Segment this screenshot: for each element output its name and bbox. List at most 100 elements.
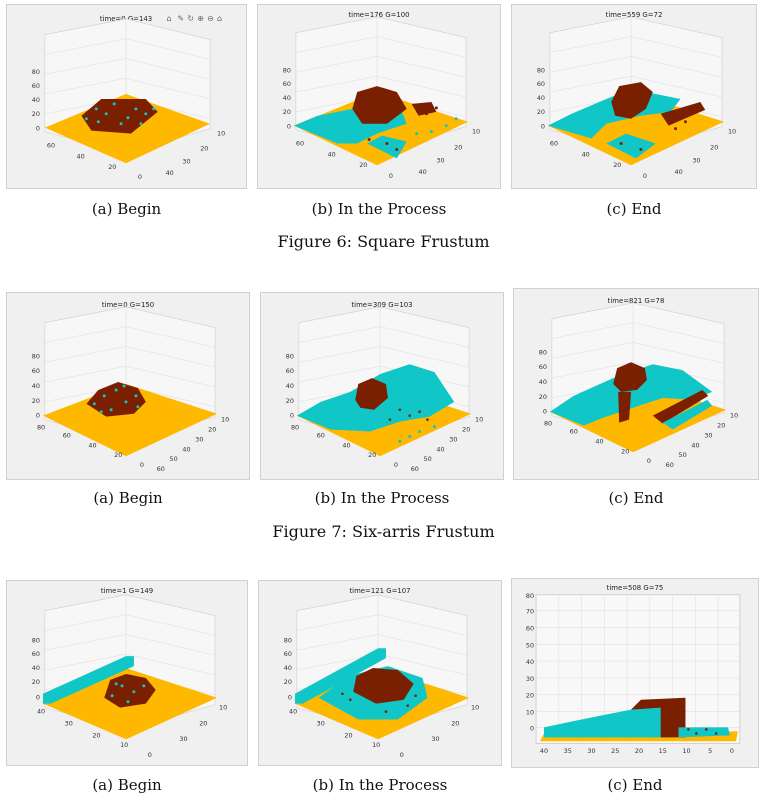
y-tick: 30 — [179, 735, 187, 743]
cyan-region — [678, 727, 730, 738]
z-tick: 0 — [288, 694, 292, 702]
z-tick: 40 — [284, 664, 292, 672]
rotate-icon[interactable]: ↻ — [187, 14, 194, 23]
y-tick: 30 — [692, 156, 700, 164]
x-tick: 40 — [595, 437, 603, 445]
plot-3d: time=121 G=107 80 60 40 20 0 40 30 20 10… — [259, 581, 501, 765]
figure7-panel-c: time=821 G=78 80 60 40 20 0 80 60 40 20 … — [513, 288, 759, 480]
brush-icon[interactable]: ✎ — [177, 14, 184, 23]
x-tick: 20 — [359, 161, 367, 169]
x-tick: 20 — [114, 451, 122, 459]
y-tick: 10 — [221, 416, 229, 424]
z-tick: 0 — [287, 123, 291, 131]
y-tick: 20 — [199, 719, 207, 727]
y-tick: 10 — [728, 128, 736, 136]
z-tick: 60 — [32, 650, 40, 658]
y-tick: 20 — [208, 426, 216, 434]
plot-3d: time=559 G=72 80 60 40 20 0 60 40 20 0 1… — [512, 5, 756, 188]
plot-title: time=1 G=149 — [101, 587, 153, 595]
x-tick: 80 — [544, 420, 552, 428]
z-tick: 40 — [526, 658, 534, 666]
x-tick: 25 — [611, 747, 619, 755]
figure-caption: Figure 7: Six-arris Frustum — [272, 522, 495, 541]
figure6-panel-b: time=176 G=100 80 60 40 20 0 60 40 20 0 … — [257, 4, 501, 189]
z-tick: 60 — [32, 367, 40, 375]
z-tick: 20 — [539, 393, 547, 401]
plot-title: time=176 G=100 — [348, 11, 409, 19]
cyan-region — [367, 135, 407, 159]
x-tick: 20 — [613, 161, 621, 169]
x-tick: 0 — [140, 461, 144, 469]
x-tick: 0 — [138, 173, 142, 181]
y-tick: 30 — [182, 157, 190, 165]
x-tick: 0 — [394, 461, 398, 469]
cyan-region — [662, 399, 713, 430]
y-tick: 20 — [451, 719, 459, 727]
y-tick: 60 — [157, 465, 165, 473]
y-tick: 10 — [730, 412, 738, 420]
plot-3d: time=0 G=150 80 60 40 20 0 80 60 40 20 0… — [7, 293, 249, 479]
z-tick: 60 — [284, 650, 292, 658]
x-tick: 30 — [587, 747, 595, 755]
figure-caption: Figure 6: Square Frustum — [277, 232, 490, 251]
floor-surface — [42, 384, 218, 457]
cyan-wall — [42, 656, 134, 704]
y-tick: 20 — [717, 422, 725, 430]
figure7-panel-a: time=0 G=150 80 60 40 20 0 80 60 40 20 0… — [6, 292, 250, 480]
x-tick: 60 — [296, 139, 304, 147]
plot-title: time=508 G=75 — [607, 584, 664, 592]
cyan-wall — [294, 648, 386, 704]
figure6-panel-c: time=559 G=72 80 60 40 20 0 60 40 20 0 1… — [511, 4, 757, 189]
cyan-region — [549, 364, 713, 426]
plot-3d: time=176 G=100 80 60 40 20 0 60 40 20 0 … — [258, 5, 500, 188]
y-tick: 30 — [431, 735, 439, 743]
z-tick: 20 — [283, 108, 291, 116]
structure-block — [611, 82, 653, 119]
y-tick: 20 — [710, 143, 718, 151]
y-tick: 40 — [675, 168, 683, 176]
subfigure-caption: (b) In the Process — [312, 776, 448, 794]
z-tick: 40 — [32, 382, 40, 390]
plot-title: time=821 G=78 — [608, 297, 665, 305]
x-tick: 40 — [582, 150, 590, 158]
z-tick: 50 — [526, 641, 534, 649]
x-tick: 40 — [289, 708, 297, 716]
x-tick: 0 — [389, 172, 393, 180]
y-tick: 30 — [449, 435, 457, 443]
structure-block — [352, 86, 407, 124]
y-tick: 60 — [666, 461, 674, 469]
z-tick: 0 — [541, 123, 545, 131]
structure-block — [613, 362, 647, 392]
x-tick: 20 — [635, 747, 643, 755]
x-tick: 40 — [342, 441, 350, 449]
z-tick: 0 — [36, 125, 40, 133]
cyan-region — [543, 703, 671, 738]
x-tick: 10 — [682, 747, 690, 755]
zoom-in-icon[interactable]: ⊕ — [197, 14, 204, 23]
pan-icon[interactable]: ⌂ — [167, 14, 172, 23]
z-tick: 80 — [539, 348, 547, 356]
subfigure-caption: (a) Begin — [92, 776, 162, 794]
x-tick: 40 — [77, 152, 85, 160]
z-tick: 40 — [537, 94, 545, 102]
home-icon[interactable]: ⌂ — [217, 14, 222, 23]
y-tick: 20 — [200, 144, 208, 152]
y-tick: 60 — [411, 465, 419, 473]
plot-toolbar[interactable]: ⌂ ✎ ↻ ⊕ ⊖ ⌂ — [167, 14, 222, 23]
z-tick: 20 — [537, 108, 545, 116]
y-tick: 30 — [436, 156, 444, 164]
z-tick: 60 — [32, 82, 40, 90]
z-tick: 20 — [284, 678, 292, 686]
x-tick: 20 — [344, 731, 352, 739]
plot-title: time=559 G=72 — [606, 11, 663, 19]
z-tick: 40 — [32, 96, 40, 104]
x-tick: 20 — [108, 163, 116, 171]
x-tick: 20 — [368, 451, 376, 459]
z-tick: 80 — [526, 592, 534, 600]
zoom-out-icon[interactable]: ⊖ — [207, 14, 214, 23]
brown-column — [618, 391, 632, 423]
z-tick: 80 — [32, 352, 40, 360]
plot-3d: time=1 G=149 80 60 40 20 0 40 30 20 10 0… — [7, 581, 247, 765]
z-tick: 80 — [537, 66, 545, 74]
brown-ridge — [652, 389, 709, 424]
